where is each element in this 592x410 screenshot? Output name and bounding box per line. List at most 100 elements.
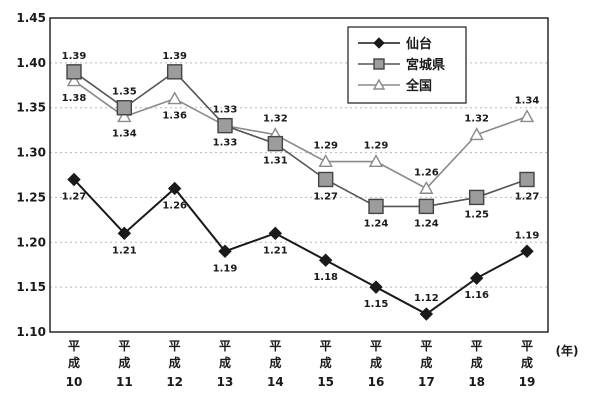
x-category-era-char: 成 — [219, 355, 231, 370]
data-label: 1.18 — [313, 272, 338, 283]
data-label: 1.29 — [313, 141, 338, 152]
y-tick-label: 1.45 — [16, 11, 46, 25]
legend-box — [347, 26, 467, 104]
data-point-triangle — [419, 181, 434, 194]
x-category-era-char: 平 — [118, 339, 130, 353]
series-line — [73, 80, 528, 190]
x-category-year: 19 — [519, 375, 536, 389]
data-label: 1.16 — [464, 290, 489, 301]
x-category-era-char: 成 — [118, 355, 130, 370]
series-line — [73, 178, 528, 316]
data-label: 1.19 — [213, 263, 238, 274]
data-label: 1.38 — [62, 93, 87, 104]
legend-marker-triangle — [372, 78, 386, 90]
data-point-square — [418, 198, 435, 215]
legend-label: 仙台 — [406, 36, 432, 52]
data-label: 1.39 — [62, 51, 87, 62]
x-category-era-char: 成 — [320, 355, 332, 370]
data-point-diamond — [469, 271, 484, 285]
data-point-diamond — [218, 244, 232, 258]
x-category-era-char: 平 — [320, 339, 332, 353]
y-axis-ticks: 1.10 1.15 1.20 1.25 1.30 1.35 1.40 1.45 — [16, 11, 46, 339]
data-point-diamond — [167, 181, 182, 196]
x-category-year: 11 — [116, 375, 133, 389]
data-point-triangle — [66, 73, 82, 87]
x-category-year: 14 — [267, 375, 284, 389]
data-label: 1.24 — [414, 218, 439, 229]
data-point-square — [66, 64, 82, 80]
data-point-square — [166, 64, 183, 80]
data-point-triangle — [368, 154, 384, 168]
x-axis-unit-label: (年) — [556, 343, 579, 358]
x-category-era-char: 平 — [370, 339, 382, 353]
series-layer: 1.38 1.34 1.36 1.33 1.32 1.29 1.29 1.26 1.32 1.34… — [62, 51, 540, 321]
data-label: 1.27 — [313, 191, 338, 202]
x-category-era-char: 平 — [420, 339, 432, 353]
data-point-square — [267, 135, 284, 152]
x-category-era-char: 平 — [169, 339, 181, 353]
data-point-square — [468, 189, 485, 206]
x-category-year: 15 — [317, 375, 334, 389]
x-category-era-char: 成 — [370, 355, 382, 370]
data-label: 1.21 — [112, 245, 137, 256]
series-line — [73, 70, 528, 208]
data-label: 1.35 — [112, 87, 137, 98]
data-point-diamond — [318, 253, 333, 267]
data-point-diamond — [419, 307, 434, 321]
x-category-era-char: 成 — [471, 355, 483, 370]
data-label: 1.24 — [364, 218, 389, 229]
data-label: 1.27 — [515, 191, 540, 202]
legend-marker-diamond — [373, 37, 385, 49]
x-category-era-char: 平 — [219, 339, 231, 353]
y-tick-label: 1.10 — [16, 325, 46, 339]
data-label: 1.26 — [162, 200, 187, 211]
x-category-year: 16 — [368, 375, 385, 389]
y-tick-label: 1.30 — [16, 146, 46, 160]
data-point-diamond — [67, 172, 81, 187]
data-label: 1.39 — [162, 51, 187, 62]
data-label: 1.21 — [263, 245, 288, 256]
data-point-triangle — [117, 109, 132, 123]
x-category-era-char: 平 — [269, 339, 281, 353]
legend-marker-square — [373, 58, 385, 70]
x-category-era-char: 平 — [68, 339, 80, 353]
data-label: 1.33 — [213, 138, 238, 149]
x-category-era-char: 成 — [521, 355, 533, 370]
data-label: 1.34 — [515, 96, 540, 107]
data-label: 1.27 — [62, 191, 87, 202]
data-label: 1.12 — [414, 293, 439, 304]
x-category-era-char: 成 — [420, 355, 432, 370]
data-label: 1.19 — [515, 230, 540, 241]
legend-label: 全国 — [405, 78, 432, 94]
x-category-era-char: 成 — [269, 355, 281, 370]
x-axis-categories: 平成 10 平成 11 平成 12 平成 13 平成 14 平成 15 平成 16 平成 17 平成 18 平成 19 — [66, 339, 536, 389]
data-label: 1.32 — [464, 114, 489, 125]
data-point-square — [116, 100, 133, 116]
data-point-diamond — [268, 226, 283, 241]
data-point-square — [317, 171, 334, 188]
data-label: 1.25 — [464, 209, 489, 220]
y-tick-label: 1.20 — [16, 235, 46, 249]
data-label: 1.33 — [213, 105, 238, 116]
x-category-year: 13 — [217, 375, 234, 389]
series-square: 1.39 1.35 1.39 1.33 1.31 1.27 1.24 1.24 1.25 1.27 — [62, 51, 540, 230]
x-category-era-char: 成 — [68, 355, 80, 370]
data-point-triangle — [167, 91, 182, 105]
y-tick-label: 1.40 — [16, 56, 46, 70]
data-label: 1.29 — [364, 141, 389, 152]
data-point-triangle — [519, 109, 535, 123]
plot-frame — [49, 17, 549, 333]
x-category-year: 17 — [418, 375, 435, 389]
data-point-diamond — [369, 280, 383, 294]
x-category-era-char: 平 — [471, 339, 483, 353]
data-point-square — [519, 171, 535, 188]
data-point-triangle — [318, 154, 333, 168]
data-label: 1.32 — [263, 114, 288, 125]
y-tick-label: 1.35 — [16, 101, 46, 115]
data-point-square — [217, 117, 233, 134]
data-point-diamond — [117, 226, 132, 241]
data-point-square — [368, 198, 384, 215]
data-label: 1.36 — [162, 111, 187, 122]
